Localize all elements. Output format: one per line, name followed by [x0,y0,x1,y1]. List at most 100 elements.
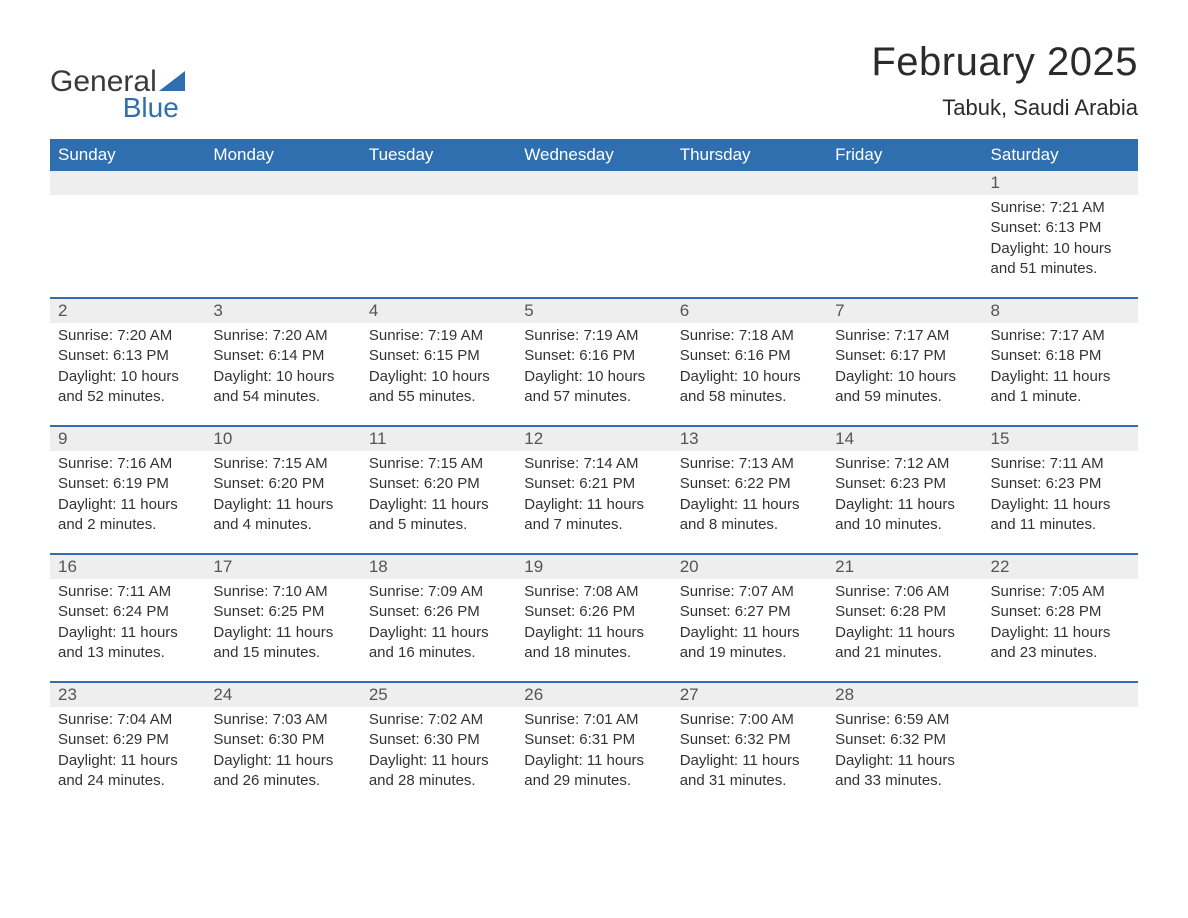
day-detail-cell: Sunrise: 7:17 AMSunset: 6:18 PMDaylight:… [983,323,1138,426]
sunset-text: Sunset: 6:15 PM [369,346,508,366]
day-number-cell: 3 [205,298,360,323]
day-detail-cell: Sunrise: 7:15 AMSunset: 6:20 PMDaylight:… [205,451,360,554]
day-number-cell: 26 [516,682,671,707]
daylight-text: Daylight: 11 hours [58,623,197,643]
weekday-header: Tuesday [361,139,516,171]
sunset-text: Sunset: 6:32 PM [835,730,974,750]
sunset-text: Sunset: 6:22 PM [680,474,819,494]
day-number-cell [672,171,827,195]
daylight-text: and 2 minutes. [58,515,197,535]
day-detail-row: Sunrise: 7:21 AMSunset: 6:13 PMDaylight:… [50,195,1138,298]
day-number-cell: 23 [50,682,205,707]
day-detail-cell: Sunrise: 7:04 AMSunset: 6:29 PMDaylight:… [50,707,205,809]
sunset-text: Sunset: 6:26 PM [524,602,663,622]
day-detail-cell: Sunrise: 7:09 AMSunset: 6:26 PMDaylight:… [361,579,516,682]
daylight-text: Daylight: 11 hours [991,623,1130,643]
sunrise-text: Sunrise: 7:12 AM [835,454,974,474]
daylight-text: Daylight: 11 hours [213,495,352,515]
day-number-row: 9101112131415 [50,426,1138,451]
sunrise-text: Sunrise: 7:04 AM [58,710,197,730]
sunrise-text: Sunrise: 7:17 AM [835,326,974,346]
day-detail-cell: Sunrise: 7:03 AMSunset: 6:30 PMDaylight:… [205,707,360,809]
sunset-text: Sunset: 6:20 PM [213,474,352,494]
day-detail-cell: Sunrise: 7:14 AMSunset: 6:21 PMDaylight:… [516,451,671,554]
weekday-header: Saturday [983,139,1138,171]
day-number-cell: 18 [361,554,516,579]
daylight-text: and 54 minutes. [213,387,352,407]
sunset-text: Sunset: 6:13 PM [991,218,1130,238]
day-detail-cell: Sunrise: 7:07 AMSunset: 6:27 PMDaylight:… [672,579,827,682]
day-number-row: 2345678 [50,298,1138,323]
daylight-text: Daylight: 11 hours [213,623,352,643]
sunset-text: Sunset: 6:17 PM [835,346,974,366]
day-detail-cell: Sunrise: 7:11 AMSunset: 6:23 PMDaylight:… [983,451,1138,554]
sunrise-text: Sunrise: 7:16 AM [58,454,197,474]
day-detail-cell [983,707,1138,809]
sunrise-text: Sunrise: 7:19 AM [369,326,508,346]
day-number-cell: 28 [827,682,982,707]
sunset-text: Sunset: 6:24 PM [58,602,197,622]
sunrise-text: Sunrise: 7:13 AM [680,454,819,474]
sunset-text: Sunset: 6:18 PM [991,346,1130,366]
daylight-text: Daylight: 11 hours [369,623,508,643]
sunrise-text: Sunrise: 7:11 AM [991,454,1130,474]
day-detail-cell: Sunrise: 7:20 AMSunset: 6:14 PMDaylight:… [205,323,360,426]
daylight-text: Daylight: 10 hours [991,239,1130,259]
day-detail-cell: Sunrise: 7:19 AMSunset: 6:15 PMDaylight:… [361,323,516,426]
daylight-text: and 57 minutes. [524,387,663,407]
sunset-text: Sunset: 6:32 PM [680,730,819,750]
day-number-cell [50,171,205,195]
brand-part2: Blue [123,92,179,124]
sunset-text: Sunset: 6:23 PM [991,474,1130,494]
weekday-header: Monday [205,139,360,171]
daylight-text: Daylight: 11 hours [213,751,352,771]
sunrise-text: Sunrise: 7:07 AM [680,582,819,602]
header: General Blue February 2025 Tabuk, Saudi … [50,40,1138,133]
title-block: February 2025 Tabuk, Saudi Arabia [871,40,1138,133]
day-number-cell: 6 [672,298,827,323]
daylight-text: and 5 minutes. [369,515,508,535]
daylight-text: Daylight: 10 hours [680,367,819,387]
day-number-cell: 15 [983,426,1138,451]
daylight-text: and 18 minutes. [524,643,663,663]
day-number-cell: 7 [827,298,982,323]
day-number-row: 232425262728 [50,682,1138,707]
day-detail-cell: Sunrise: 6:59 AMSunset: 6:32 PMDaylight:… [827,707,982,809]
sunset-text: Sunset: 6:23 PM [835,474,974,494]
day-detail-cell: Sunrise: 7:10 AMSunset: 6:25 PMDaylight:… [205,579,360,682]
daylight-text: and 4 minutes. [213,515,352,535]
weekday-header-row: Sunday Monday Tuesday Wednesday Thursday… [50,139,1138,171]
sunrise-text: Sunrise: 7:06 AM [835,582,974,602]
daylight-text: and 31 minutes. [680,771,819,791]
day-number-cell: 1 [983,171,1138,195]
day-detail-cell: Sunrise: 7:06 AMSunset: 6:28 PMDaylight:… [827,579,982,682]
sunrise-text: Sunrise: 7:09 AM [369,582,508,602]
day-detail-row: Sunrise: 7:11 AMSunset: 6:24 PMDaylight:… [50,579,1138,682]
day-number-cell: 4 [361,298,516,323]
daylight-text: Daylight: 11 hours [680,623,819,643]
daylight-text: and 10 minutes. [835,515,974,535]
sunrise-text: Sunrise: 7:08 AM [524,582,663,602]
day-number-cell [983,682,1138,707]
day-number-cell: 14 [827,426,982,451]
daylight-text: and 58 minutes. [680,387,819,407]
daylight-text: Daylight: 11 hours [835,623,974,643]
sunrise-text: Sunrise: 7:02 AM [369,710,508,730]
daylight-text: and 13 minutes. [58,643,197,663]
daylight-text: Daylight: 10 hours [369,367,508,387]
daylight-text: and 55 minutes. [369,387,508,407]
sunset-text: Sunset: 6:16 PM [524,346,663,366]
daylight-text: Daylight: 11 hours [991,495,1130,515]
daylight-text: and 51 minutes. [991,259,1130,279]
day-detail-cell [827,195,982,298]
daylight-text: Daylight: 10 hours [835,367,974,387]
daylight-text: and 59 minutes. [835,387,974,407]
day-number-row: 1 [50,171,1138,195]
daylight-text: Daylight: 11 hours [58,751,197,771]
sunset-text: Sunset: 6:28 PM [991,602,1130,622]
day-number-cell: 2 [50,298,205,323]
sunrise-text: Sunrise: 7:17 AM [991,326,1130,346]
day-number-cell: 20 [672,554,827,579]
sunrise-text: Sunrise: 7:21 AM [991,198,1130,218]
daylight-text: and 7 minutes. [524,515,663,535]
